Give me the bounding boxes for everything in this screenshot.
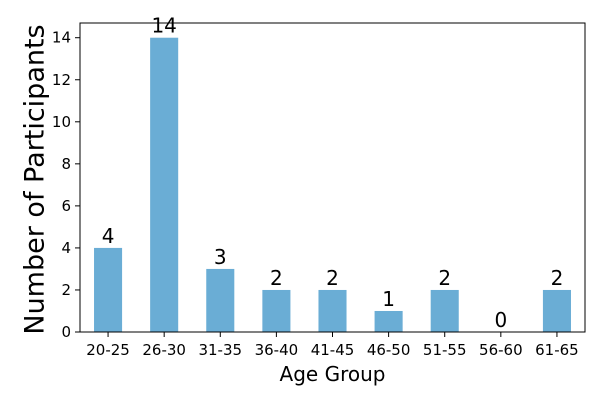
bar-36-40 <box>262 289 291 332</box>
x-tick-label: 36-40 <box>255 341 299 359</box>
data-label-61-65: 2 <box>551 266 564 290</box>
bar-51-55 <box>430 289 459 332</box>
bar-31-35 <box>206 268 235 332</box>
plot-frame <box>79 22 586 333</box>
data-label-26-30: 14 <box>151 14 176 38</box>
axes-layer: 20-25 26-30 31-35 36-40 41-45 46-50 51-55 56-60… <box>52 22 586 359</box>
bar-20-25 <box>94 247 123 332</box>
data-label-56-60: 0 <box>494 308 507 332</box>
y-tick-label: 0 <box>61 323 71 341</box>
y-tick-label: 2 <box>61 281 71 299</box>
x-tick-label: 26-30 <box>142 341 186 359</box>
data-label-41-45: 2 <box>326 266 339 290</box>
x-tick-label: 46-50 <box>367 341 411 359</box>
data-label-36-40: 2 <box>270 266 283 290</box>
y-tick-label: 4 <box>61 239 71 257</box>
y-tick-label: 6 <box>61 197 71 215</box>
y-axis-title: Number of Participants <box>20 24 51 334</box>
bars-layer <box>94 37 571 333</box>
x-tick-label: 20-25 <box>86 341 130 359</box>
data-label-20-25: 4 <box>102 224 115 248</box>
bar-61-65 <box>542 289 571 332</box>
data-label-46-50: 1 <box>382 287 395 311</box>
y-tick-label: 14 <box>52 29 71 47</box>
x-tick-label: 56-60 <box>479 341 523 359</box>
bar-41-45 <box>318 289 347 332</box>
data-label-31-35: 3 <box>214 245 227 269</box>
data-label-51-55: 2 <box>438 266 451 290</box>
bar-46-50 <box>374 310 403 332</box>
y-tick-label: 12 <box>52 71 71 89</box>
x-axis-title: Age Group <box>280 362 386 386</box>
x-tick-label: 61-65 <box>535 341 579 359</box>
x-tick-label: 31-35 <box>198 341 242 359</box>
data-labels-layer: 4 14 3 2 2 1 2 0 2 <box>102 14 564 332</box>
x-tick-label: 41-45 <box>311 341 355 359</box>
x-tick-label: 51-55 <box>423 341 467 359</box>
y-tick-label: 10 <box>52 113 71 131</box>
bar-26-30 <box>150 37 179 333</box>
y-tick-label: 8 <box>61 155 71 173</box>
